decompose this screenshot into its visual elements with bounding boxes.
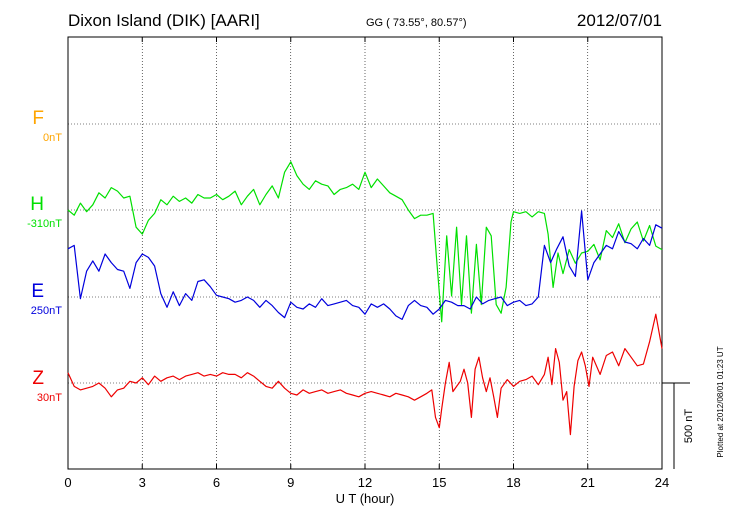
scale-bar: 500 nT [662, 382, 695, 469]
x-tick-label: 21 [581, 475, 595, 490]
x-tick-label: 3 [139, 475, 146, 490]
series-line-e [67, 210, 663, 320]
series-group [67, 161, 663, 436]
x-tick-label: 9 [287, 475, 294, 490]
channel-label-e: E [31, 281, 44, 302]
series-line-h [67, 161, 663, 323]
series-line-z [67, 313, 663, 436]
grid [68, 37, 662, 469]
baseline-label-z: 30nT [37, 392, 62, 404]
channel-label-f: F [32, 108, 44, 129]
x-tick-label: 24 [655, 475, 669, 490]
station-title: Dixon Island (DIK) [AARI] [68, 11, 260, 30]
baseline-label-e: 250nT [31, 305, 62, 317]
date-label: 2012/07/01 [577, 11, 662, 30]
x-ticks: 0 3 6 9 12 15 18 21 24 [64, 37, 669, 490]
channel-label-z: Z [32, 368, 44, 389]
plotted-note: Plotted at 2012/08/01 01:23 UT [716, 346, 725, 457]
x-axis-title: U T (hour) [336, 491, 395, 506]
baseline-label-h: -310nT [27, 218, 62, 230]
x-tick-label: 12 [358, 475, 372, 490]
scale-bar-label: 500 nT [683, 409, 695, 444]
station-coords: GG ( 73.55°, 80.57°) [366, 17, 467, 29]
baseline-label-f: 0nT [43, 132, 62, 144]
x-tick-label: 6 [213, 475, 220, 490]
channel-label-h: H [30, 194, 44, 215]
x-tick-label: 15 [432, 475, 446, 490]
x-tick-label: 18 [506, 475, 520, 490]
x-tick-label: 0 [64, 475, 71, 490]
